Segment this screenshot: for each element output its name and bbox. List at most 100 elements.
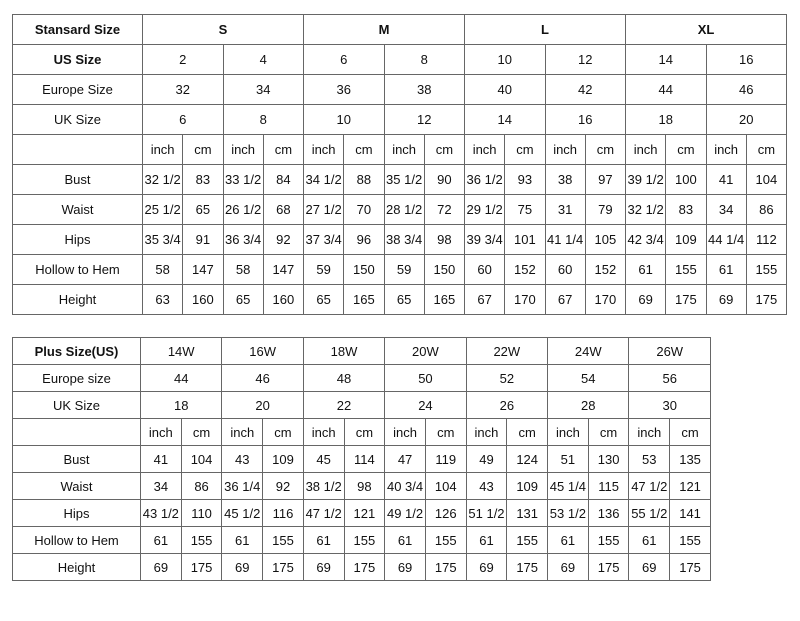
plus-size-table: Plus Size(US) 14W 16W 18W 20W 22W 24W 26W Europe… [12,337,711,581]
size-value: 2 [142,44,224,75]
size-header: 22W [465,337,549,365]
unit-label: cm [745,134,788,165]
size-header: 16W [221,337,304,365]
measure-value: 34 [140,472,182,500]
empty-cell [12,418,141,446]
row-label: Waist [12,472,141,500]
unit-label: cm [262,134,305,165]
measure-value: 109 [262,445,304,473]
size-value: 4 [222,44,304,75]
measure-value: 41 1/4 [544,224,586,255]
measure-value: 155 [180,526,223,554]
header-row: Plus Size(US) 14W 16W 18W 20W 22W 24W 26W [12,337,711,365]
measure-row: Hips 35 3/4 91 36 3/4 92 37 3/4 96 38 3/4 98 39 3… [12,224,788,255]
row-label: Europe size [12,364,141,392]
measure-value: 104 [180,445,223,473]
measure-value: 43 1/2 [140,499,182,527]
measure-value: 92 [262,472,304,500]
measure-value: 36 1/2 [463,164,506,195]
measure-value: 61 [624,254,667,285]
measure-value: 36 1/4 [221,472,264,500]
measure-value: 61 [628,526,671,554]
unit-label: cm [424,418,467,446]
size-row: Europe Size 32 34 36 38 40 42 44 46 [12,74,787,105]
measure-value: 175 [669,553,711,581]
row-label: Hips [12,224,143,255]
measure-value: 36 3/4 [222,224,264,255]
measure-value: 105 [584,224,627,255]
measure-value: 26 1/2 [222,194,264,225]
measure-value: 69 [465,553,508,581]
measure-value: 32 1/2 [141,164,184,195]
measure-value: 86 [745,194,788,225]
measure-value: 170 [584,284,627,315]
measure-value: 37 3/4 [302,224,345,255]
size-value: 28 [547,391,630,419]
row-label: Height [12,284,143,315]
measure-value: 175 [587,553,630,581]
unit-label: inch [221,418,264,446]
measure-value: 98 [343,472,386,500]
measure-value: 47 [384,445,426,473]
unit-label: inch [140,418,182,446]
measure-value: 33 1/2 [222,164,264,195]
measure-value: 45 [302,445,345,473]
measure-row: Hollow to Hem 58 147 58 147 59 150 59 150 60 152 60… [12,254,788,285]
measure-value: 83 [665,194,707,225]
measure-value: 104 [424,472,467,500]
measure-value: 69 [221,553,264,581]
measure-value: 175 [665,284,707,315]
measure-value: 49 [465,445,508,473]
measure-value: 61 [140,526,182,554]
measure-value: 40 3/4 [384,472,426,500]
measure-row: Height 69 175 69 175 69 175 69 175 69 175 69 175 69 17… [12,553,711,581]
size-header: 26W [628,337,711,365]
unit-label: inch [547,418,589,446]
unit-label: inch [302,418,345,446]
size-value: 38 [383,74,465,105]
measure-row: Height 63 160 65 160 65 165 65 165 67 170 67 170 69 17… [12,284,788,315]
measure-value: 25 1/2 [141,194,184,225]
measure-value: 90 [423,164,466,195]
measure-value: 58 [141,254,184,285]
measure-value: 124 [506,445,549,473]
measure-value: 130 [587,445,630,473]
row-label: UK Size [12,104,143,135]
row-label: Hollow to Hem [12,254,143,285]
size-value: 44 [139,364,223,392]
size-value: 10 [303,104,385,135]
measure-value: 160 [262,284,305,315]
measure-value: 39 1/2 [624,164,667,195]
measure-value: 155 [506,526,549,554]
size-value: 16 [544,104,626,135]
unit-label: inch [222,134,264,165]
size-value: 8 [222,104,304,135]
measure-value: 27 1/2 [302,194,345,225]
unit-label: cm [343,134,385,165]
header-row: Stansard Size S M L XL [12,14,787,45]
measure-value: 59 [302,254,345,285]
measure-value: 70 [343,194,385,225]
measure-value: 38 [544,164,586,195]
measure-value: 63 [141,284,184,315]
measure-value: 65 [302,284,345,315]
size-value: 16 [705,44,787,75]
size-header: 14W [139,337,223,365]
unit-label: inch [544,134,586,165]
measure-value: 41 [705,164,747,195]
unit-label: cm [665,134,707,165]
measure-value: 175 [506,553,549,581]
measure-value: 39 3/4 [463,224,506,255]
size-value: 6 [142,104,224,135]
size-value: 14 [625,44,707,75]
measure-value: 79 [584,194,627,225]
row-label: Height [12,553,141,581]
measure-value: 97 [584,164,627,195]
unit-label: cm [423,134,466,165]
measure-value: 75 [504,194,546,225]
measure-value: 109 [665,224,707,255]
measure-value: 86 [180,472,223,500]
row-label: UK Size [12,391,141,419]
measure-value: 165 [343,284,385,315]
